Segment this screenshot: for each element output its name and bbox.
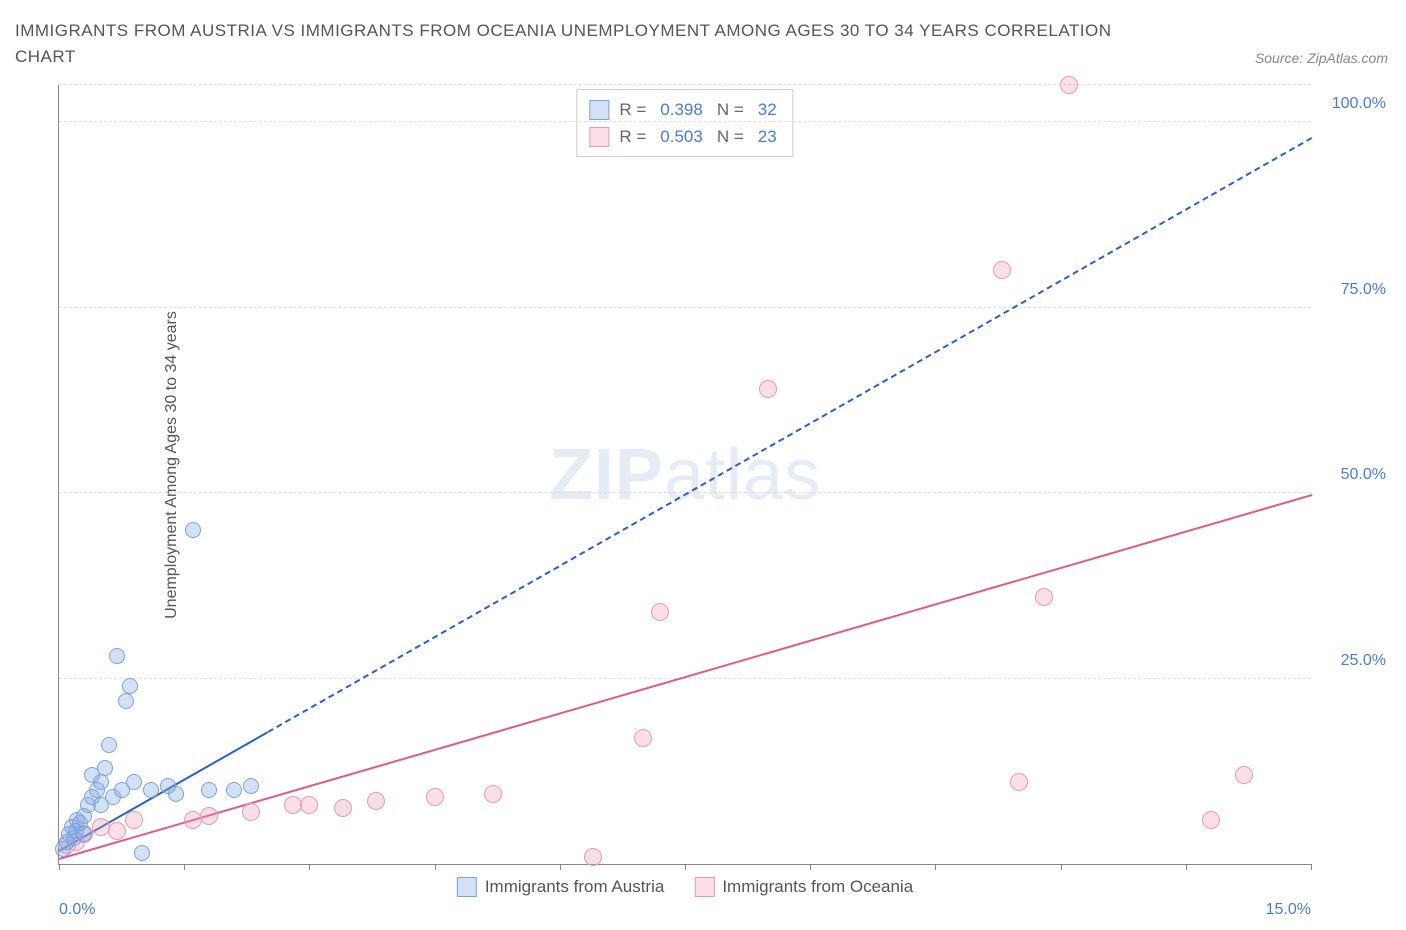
y-tick-label: 100.0%	[1321, 95, 1386, 113]
watermark-light: atlas	[664, 435, 821, 515]
scatter-point-austria	[76, 826, 92, 842]
y-tick-label: 50.0%	[1321, 466, 1386, 484]
scatter-point-oceania	[200, 807, 218, 825]
watermark: ZIPatlas	[549, 434, 821, 516]
scatter-point-oceania	[993, 261, 1011, 279]
scatter-point-oceania	[1010, 773, 1028, 791]
x-tick	[1311, 864, 1312, 870]
chart-title: IMMIGRANTS FROM AUSTRIA VS IMMIGRANTS FR…	[15, 18, 1115, 69]
x-tick-label: 0.0%	[59, 901, 95, 919]
scatter-point-oceania	[300, 796, 318, 814]
x-tick	[1061, 864, 1062, 870]
scatter-point-austria	[93, 774, 109, 790]
scatter-point-oceania	[634, 729, 652, 747]
scatter-point-oceania	[334, 799, 352, 817]
legend-n-label: N =	[717, 123, 744, 150]
legend-r-label: R =	[619, 123, 646, 150]
trend-line	[267, 137, 1312, 733]
scatter-point-austria	[201, 782, 217, 798]
scatter-point-oceania	[759, 380, 777, 398]
x-tick	[810, 864, 811, 870]
scatter-point-austria	[118, 693, 134, 709]
scatter-point-oceania	[426, 788, 444, 806]
scatter-point-austria	[101, 737, 117, 753]
scatter-point-oceania	[367, 792, 385, 810]
legend-n-label: N =	[717, 96, 744, 123]
scatter-point-oceania	[1235, 766, 1253, 784]
scatter-point-austria	[226, 782, 242, 798]
bottom-legend-austria: Immigrants from Austria	[457, 877, 665, 897]
scatter-point-oceania	[108, 822, 126, 840]
legend-austria-r: 0.398	[660, 96, 703, 123]
legend-stats-box: R = 0.398 N = 32 R = 0.503 N = 23	[576, 89, 793, 157]
x-tick	[935, 864, 936, 870]
gridline	[59, 84, 1311, 85]
scatter-point-oceania	[484, 785, 502, 803]
scatter-point-oceania	[125, 811, 143, 829]
scatter-point-austria	[126, 774, 142, 790]
scatter-point-austria	[122, 678, 138, 694]
scatter-point-austria	[109, 648, 125, 664]
scatter-point-oceania	[651, 603, 669, 621]
scatter-point-oceania	[584, 848, 602, 866]
scatter-point-oceania	[184, 811, 202, 829]
scatter-point-oceania	[1035, 588, 1053, 606]
legend-row-austria: R = 0.398 N = 32	[589, 96, 780, 123]
bottom-legend-oceania: Immigrants from Oceania	[694, 877, 913, 897]
scatter-point-oceania	[1060, 76, 1078, 94]
y-tick-label: 75.0%	[1321, 281, 1386, 299]
y-tick-label: 25.0%	[1321, 652, 1386, 670]
legend-r-label: R =	[619, 96, 646, 123]
plot-area: ZIPatlas R = 0.398 N = 32 R = 0.503 N = …	[58, 85, 1311, 865]
gridline	[59, 121, 1311, 122]
scatter-point-oceania	[1202, 811, 1220, 829]
x-tick	[1186, 864, 1187, 870]
scatter-point-oceania	[284, 796, 302, 814]
legend-swatch-austria	[589, 100, 609, 120]
legend-oceania-n: 23	[758, 123, 777, 150]
watermark-strong: ZIP	[549, 435, 664, 515]
legend-austria-label: Immigrants from Austria	[485, 877, 665, 897]
bottom-legend: Immigrants from Austria Immigrants from …	[457, 877, 913, 897]
x-tick	[59, 864, 60, 870]
scatter-point-oceania	[242, 803, 260, 821]
legend-austria-n: 32	[758, 96, 777, 123]
legend-row-oceania: R = 0.503 N = 23	[589, 123, 780, 150]
legend-oceania-label: Immigrants from Oceania	[722, 877, 913, 897]
legend-oceania-r: 0.503	[660, 123, 703, 150]
legend-swatch-oceania	[589, 127, 609, 147]
x-tick	[184, 864, 185, 870]
scatter-point-austria	[143, 782, 159, 798]
gridline	[59, 307, 1311, 308]
x-tick-label: 15.0%	[1266, 901, 1311, 919]
x-tick	[560, 864, 561, 870]
scatter-point-austria	[185, 522, 201, 538]
source-attribution: Source: ZipAtlas.com	[1255, 50, 1388, 66]
scatter-point-austria	[97, 760, 113, 776]
legend-swatch-austria	[457, 877, 477, 897]
scatter-point-oceania	[92, 818, 110, 836]
scatter-point-austria	[168, 786, 184, 802]
scatter-point-austria	[134, 845, 150, 861]
x-tick	[685, 864, 686, 870]
legend-swatch-oceania	[694, 877, 714, 897]
x-tick	[309, 864, 310, 870]
chart-container: IMMIGRANTS FROM AUSTRIA VS IMMIGRANTS FR…	[0, 0, 1406, 930]
x-tick	[435, 864, 436, 870]
scatter-point-austria	[243, 778, 259, 794]
